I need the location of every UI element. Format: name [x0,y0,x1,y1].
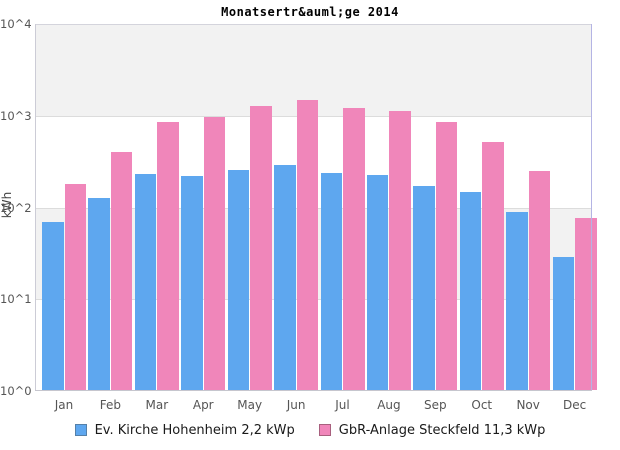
bar-dec-s1 [552,256,575,390]
bar-apr-s2 [203,116,226,390]
bar-feb-s1 [88,198,110,390]
bar-nov-s2 [528,170,551,390]
y-tick-label: 10^3 [0,108,32,123]
bar-aug-s2 [389,111,411,390]
bar-jun-s2 [296,99,319,390]
bar-feb-s2 [110,151,133,390]
bar-jun-s1 [274,164,296,390]
bar-mar-s2 [157,121,179,390]
bar-sep-s1 [413,185,435,390]
x-tick-label-may: May [237,398,263,412]
bar-jul-s1 [320,172,342,390]
x-tick-label-dec: Dec [562,398,587,412]
x-tick-label-mar: Mar [145,398,169,412]
x-tick-label-aug: Aug [377,398,401,412]
legend-swatch-icon [74,424,87,436]
x-tick-label-jun: Jun [286,398,306,412]
y-tick-label: 10^4 [0,17,32,31]
y-tick-label: 10^2 [0,200,32,215]
legend-item-s2: GbR-Anlage Steckfeld 11,3 kWp [318,422,546,438]
plot-border-right [591,24,592,391]
bar-may-s1 [227,169,250,390]
plot-border-top [35,24,592,25]
x-tick-label-nov: Nov [516,398,540,412]
x-tick-label-sep: Sep [424,398,447,412]
bar-sep-s2 [435,121,458,390]
legend-label: GbR-Anlage Steckfeld 11,3 kWp [338,422,546,438]
x-tick-label-oct: Oct [471,398,493,412]
bar-jan-s1 [42,221,64,390]
legend-label: Ev. Kirche Hohenheim 2,2 kWp [94,422,295,438]
x-tick-label-apr: Apr [192,398,214,412]
bar-jan-s2 [64,184,86,390]
bar-oct-s2 [482,141,504,390]
chart-title: Monatsertr&auml;ge 2014 [221,5,399,19]
legend-item-s1: Ev. Kirche Hohenheim 2,2 kWp [74,422,295,438]
y-tick-label: 10^1 [0,292,32,307]
plot-border-bottom [35,390,592,391]
x-tick-label-jan: Jan [54,398,74,412]
x-tick-label-feb: Feb [99,398,122,412]
legend: Ev. Kirche Hohenheim 2,2 kWp GbR-Anlage S… [0,420,620,440]
bar-apr-s1 [181,175,203,390]
bar-aug-s1 [366,174,389,390]
x-tick-label-jul: Jul [335,398,350,412]
legend-swatch-icon [318,424,331,436]
bar-may-s2 [250,106,272,390]
y-tick-label: 10^0 [0,384,32,398]
bar-jul-s2 [343,108,365,390]
bar-nov-s1 [506,211,528,390]
bar-mar-s1 [134,174,157,390]
plot-border-left [35,24,36,391]
bar-dec-s2 [575,217,597,390]
bar-oct-s1 [459,191,482,390]
